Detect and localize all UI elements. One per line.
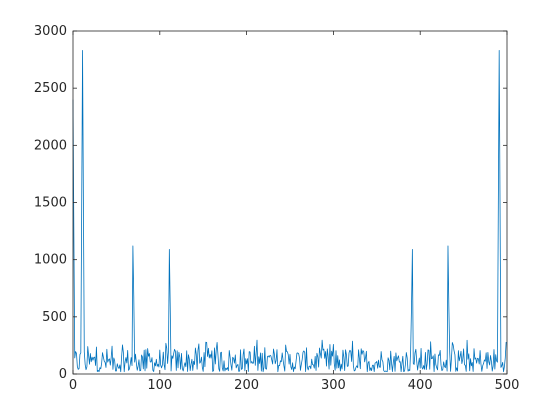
tick-label-layer: 0 100 200 300 400 500 0 500 1000 1500 2000 2500 3000 xyxy=(34,24,520,393)
series-layer xyxy=(72,50,507,373)
x-tick-label: 100 xyxy=(147,378,172,393)
y-tick-label: 3000 xyxy=(34,24,67,39)
y-tick-label: 2000 xyxy=(34,138,67,153)
y-tick-label: 500 xyxy=(42,310,67,325)
x-tick-label: 0 xyxy=(69,378,77,393)
y-tick-label: 1000 xyxy=(34,253,67,268)
x-tick-label: 200 xyxy=(234,378,259,393)
y-tick-label: 1500 xyxy=(34,196,67,211)
x-tick-label: 400 xyxy=(408,378,433,393)
x-tick-label: 500 xyxy=(495,378,520,393)
plot-area xyxy=(73,31,507,374)
y-tick-label: 0 xyxy=(59,367,67,382)
axes-layer xyxy=(72,30,508,375)
x-tick-label: 300 xyxy=(321,378,346,393)
y-tick-label: 2500 xyxy=(34,81,67,96)
series-line xyxy=(72,50,507,373)
